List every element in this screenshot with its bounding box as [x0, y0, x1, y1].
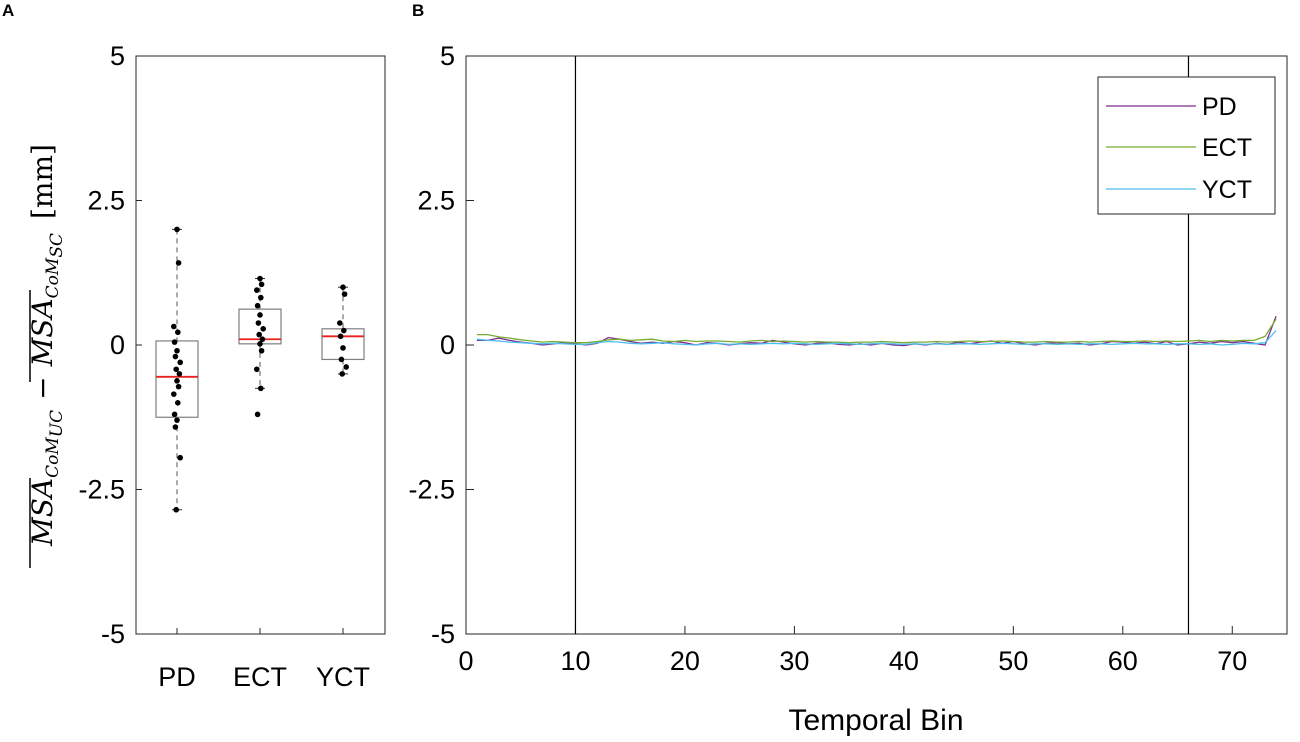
panel-a-boxes: [155, 226, 365, 513]
data-point: [337, 333, 344, 340]
ylabel-sub1: CoM: [43, 437, 63, 478]
panel-a-ytick-label: 2.5: [87, 186, 125, 216]
data-point: [258, 294, 264, 301]
ylabel-term2: MSA: [26, 298, 59, 367]
panel-a-xtick-label: PD: [158, 662, 196, 692]
ylabel-sub2: CoM: [43, 257, 63, 298]
panel-b-x-axis: 0 10 20 30 40 50 60 70: [458, 626, 1247, 676]
data-point: [174, 226, 180, 233]
data-point: [254, 411, 261, 418]
data-point: [338, 356, 345, 363]
panel-b-xtick-label: 30: [779, 646, 809, 676]
panel-a-ytick-label: 0: [110, 330, 125, 360]
ylabel-subsub2: SC: [47, 233, 67, 258]
panel-b-vertical-lines: [574, 56, 1190, 634]
data-point: [337, 320, 343, 326]
data-point: [173, 506, 179, 513]
data-point: [177, 454, 183, 461]
data-point: [253, 366, 260, 373]
series-line-yct: [476, 330, 1277, 346]
data-point: [172, 424, 179, 430]
panel-b-ytick-label: -2.5: [408, 475, 455, 505]
panel-a-x-axis: PD ECT YCT: [158, 628, 370, 692]
ylabel-term1: MSA: [26, 478, 59, 547]
data-point: [255, 320, 262, 326]
panel-a-xtick-label: YCT: [316, 662, 370, 692]
panel-b-series: [476, 315, 1277, 347]
legend: PD ECT YCT: [1097, 76, 1276, 215]
panel-b-ytick-label: 2.5: [417, 186, 455, 216]
panel-b-xtick-label: 60: [1108, 646, 1138, 676]
data-point: [253, 287, 260, 293]
panel-a-ytick-label: 5: [110, 41, 125, 71]
panel-a-xtick-label: ECT: [233, 662, 287, 692]
ylabel-unit: [mm]: [26, 144, 59, 219]
data-point: [256, 331, 263, 338]
legend-box: [1097, 76, 1276, 215]
data-point: [171, 339, 178, 345]
data-point: [260, 326, 267, 332]
data-point: [340, 284, 346, 291]
legend-label-ect: ECT: [1202, 134, 1252, 162]
data-point: [172, 353, 179, 360]
panel-b-xtick-label: 10: [560, 646, 590, 676]
data-point: [258, 347, 265, 354]
data-point: [174, 347, 180, 354]
panel-letter-b: B: [412, 1, 424, 20]
data-point: [174, 378, 180, 384]
data-point: [339, 371, 346, 377]
series-line-ect: [476, 318, 1277, 344]
ylabel-minus: −: [26, 376, 59, 399]
data-point: [176, 371, 183, 377]
panel-b-ytick-label: 0: [440, 330, 455, 360]
panel-b-xtick-label: 70: [1217, 646, 1247, 676]
panel-a-ytick-label: -5: [101, 619, 125, 649]
svg-text:MSACoMUC−MSACoMSC[mm]: MSACoMUC−MSACoMSC[mm]: [26, 144, 67, 547]
data-point: [175, 383, 182, 390]
data-point: [171, 391, 177, 397]
box-pd: [155, 226, 199, 513]
panel-b-x-axis-title: Temporal Bin: [788, 704, 963, 737]
box-ect: [238, 275, 282, 418]
data-point: [174, 417, 180, 423]
data-point: [173, 366, 179, 373]
panel-b-xtick-label: 40: [889, 646, 919, 676]
ylabel-subsub1: UC: [47, 410, 67, 437]
data-point: [258, 385, 264, 392]
panel-a-y-axis-title: MSACoMUC−MSACoMSC[mm]: [26, 144, 67, 547]
iqr-box: [321, 328, 365, 361]
panel-a-boxplot: -5-2.502.55 PD ECT YCT MSACoMUC−MSACoMSC[m…: [26, 41, 386, 692]
panel-b-y-axis: -5 -2.5 0 2.5 5: [408, 41, 474, 649]
data-point: [259, 336, 266, 343]
data-point: [257, 312, 263, 318]
data-point: [175, 329, 181, 336]
data-point: [340, 345, 346, 351]
data-point: [257, 275, 263, 282]
legend-label-yct: YCT: [1202, 176, 1252, 204]
data-point: [175, 400, 181, 406]
data-point: [171, 411, 178, 418]
data-point: [343, 364, 350, 370]
panel-b-linechart: -5 -2.5 0 2.5 5 0 10 20 30 40 50 60 70 Temporal Bin…: [408, 41, 1288, 737]
data-point: [175, 260, 182, 266]
data-point: [177, 359, 183, 366]
panel-a-ytick-label: -2.5: [78, 475, 125, 505]
panel-b-xtick-label: 20: [670, 646, 700, 676]
data-point: [254, 302, 261, 309]
panel-b-xtick-label: 50: [998, 646, 1028, 676]
panel-b-xtick-label: 0: [458, 646, 473, 676]
panel-letter-a: A: [2, 1, 14, 20]
data-point: [341, 327, 347, 334]
panel-b-ytick-label: -5: [431, 619, 455, 649]
data-point: [171, 323, 177, 330]
panel-b-ytick-label: 5: [440, 41, 455, 71]
legend-label-pd: PD: [1202, 93, 1237, 121]
box-yct: [321, 284, 365, 377]
data-point: [258, 281, 265, 288]
data-point: [341, 291, 348, 297]
panel-a-y-axis: -5 -2.5 0 2.5 5: [78, 41, 142, 649]
data-point: [257, 341, 263, 347]
